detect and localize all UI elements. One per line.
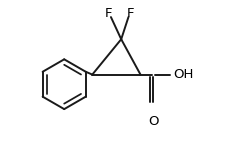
Text: F: F [126,7,134,20]
Text: OH: OH [173,68,194,81]
Text: F: F [105,7,112,20]
Text: O: O [148,115,159,128]
